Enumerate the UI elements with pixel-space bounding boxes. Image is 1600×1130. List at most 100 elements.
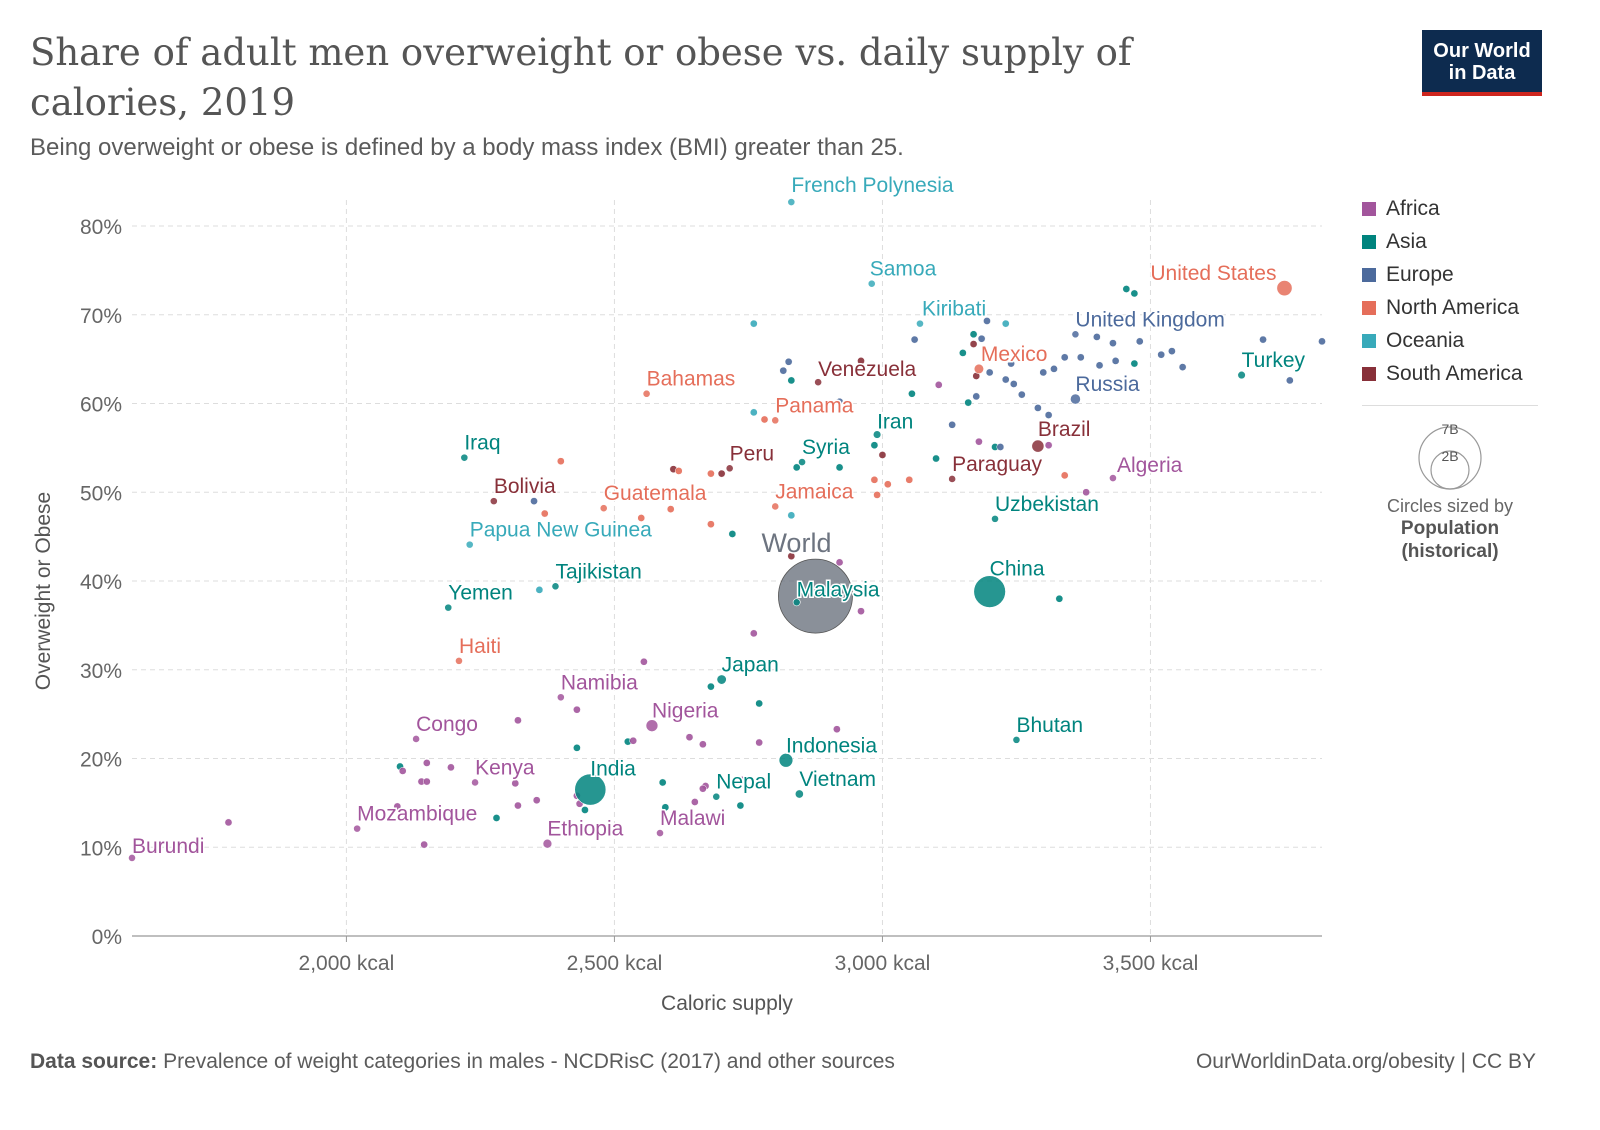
data-point[interactable] bbox=[969, 340, 978, 348]
data-point[interactable] bbox=[910, 335, 919, 344]
data-point[interactable] bbox=[784, 357, 793, 366]
data-point-nepal[interactable] bbox=[712, 792, 721, 801]
data-point[interactable] bbox=[556, 457, 565, 466]
data-point-algeria[interactable] bbox=[1109, 474, 1117, 482]
data-point[interactable] bbox=[996, 443, 1005, 451]
legend-item-south-america[interactable]: South America bbox=[1362, 357, 1582, 390]
data-point[interactable] bbox=[1076, 353, 1085, 362]
data-point-syria[interactable] bbox=[798, 458, 806, 466]
data-point[interactable] bbox=[573, 744, 581, 752]
legend-item-africa[interactable]: Africa bbox=[1362, 192, 1582, 225]
data-point[interactable] bbox=[835, 397, 844, 406]
data-point[interactable] bbox=[870, 475, 879, 484]
data-point[interactable] bbox=[535, 586, 544, 594]
data-point[interactable] bbox=[690, 798, 699, 806]
size-legend-variable[interactable]: Population (historical) bbox=[1362, 517, 1538, 563]
data-point[interactable] bbox=[1157, 350, 1166, 359]
data-point[interactable] bbox=[905, 475, 914, 484]
data-point[interactable] bbox=[985, 368, 994, 377]
data-point[interactable] bbox=[833, 725, 841, 734]
data-point-turkey[interactable] bbox=[1237, 370, 1246, 380]
data-point[interactable] bbox=[1130, 359, 1139, 368]
data-point[interactable] bbox=[959, 349, 967, 357]
data-point[interactable] bbox=[948, 420, 956, 429]
data-point[interactable] bbox=[908, 389, 916, 398]
data-point[interactable] bbox=[1050, 365, 1058, 373]
data-point[interactable] bbox=[728, 530, 737, 538]
data-point-yemen[interactable] bbox=[444, 603, 453, 612]
data-point[interactable] bbox=[666, 505, 675, 513]
data-point-vietnam[interactable] bbox=[794, 789, 804, 799]
data-point[interactable] bbox=[934, 381, 943, 389]
data-point-kenya[interactable] bbox=[471, 778, 479, 787]
data-point[interactable] bbox=[422, 759, 431, 767]
data-point-namibia[interactable] bbox=[556, 693, 565, 702]
data-point-ethiopia[interactable] bbox=[542, 838, 553, 849]
data-point-united-states[interactable] bbox=[1276, 280, 1293, 297]
data-point-bhutan[interactable] bbox=[1012, 735, 1021, 744]
data-point[interactable] bbox=[573, 705, 581, 714]
legend-item-europe[interactable]: Europe bbox=[1362, 258, 1582, 291]
data-point[interactable] bbox=[1318, 337, 1326, 346]
data-point[interactable] bbox=[787, 552, 796, 561]
data-point-china[interactable] bbox=[973, 575, 1006, 608]
data-point[interactable] bbox=[787, 376, 796, 385]
data-point[interactable] bbox=[857, 357, 865, 365]
data-point[interactable] bbox=[1285, 376, 1294, 385]
data-point[interactable] bbox=[532, 796, 541, 805]
data-point-japan[interactable] bbox=[716, 674, 727, 685]
data-point[interactable] bbox=[530, 497, 538, 505]
data-point-mexico[interactable] bbox=[973, 363, 985, 374]
data-point[interactable] bbox=[1259, 335, 1267, 344]
data-point[interactable] bbox=[640, 657, 648, 666]
data-point-brazil[interactable] bbox=[1031, 439, 1045, 453]
data-point[interactable] bbox=[661, 803, 670, 812]
data-point[interactable] bbox=[629, 736, 638, 745]
legend-item-asia[interactable]: Asia bbox=[1362, 225, 1582, 258]
data-point[interactable] bbox=[873, 491, 881, 499]
data-point[interactable] bbox=[658, 778, 667, 787]
data-point-samoa[interactable] bbox=[867, 279, 876, 288]
data-point[interactable] bbox=[883, 480, 892, 489]
data-point[interactable] bbox=[878, 451, 887, 459]
data-point[interactable] bbox=[514, 716, 522, 725]
data-point-iraq[interactable] bbox=[460, 453, 469, 462]
data-point[interactable] bbox=[707, 682, 715, 691]
data-point[interactable] bbox=[736, 801, 745, 810]
data-point[interactable] bbox=[398, 767, 407, 775]
data-point[interactable] bbox=[511, 779, 520, 788]
data-point[interactable] bbox=[835, 463, 844, 472]
data-point[interactable] bbox=[540, 509, 549, 518]
data-point-jamaica[interactable] bbox=[771, 502, 780, 511]
data-point[interactable] bbox=[1034, 404, 1042, 412]
data-point-haiti[interactable] bbox=[455, 656, 463, 665]
data-point[interactable] bbox=[1111, 357, 1120, 365]
data-point[interactable] bbox=[637, 514, 646, 522]
data-point[interactable] bbox=[857, 607, 865, 616]
data-point[interactable] bbox=[1009, 380, 1018, 388]
data-point[interactable] bbox=[420, 840, 428, 849]
data-point[interactable] bbox=[755, 738, 764, 747]
data-point[interactable] bbox=[1109, 339, 1117, 347]
data-point[interactable] bbox=[224, 818, 233, 827]
data-point-panama[interactable] bbox=[771, 416, 780, 425]
data-point[interactable] bbox=[964, 398, 973, 407]
data-source-text[interactable]: Prevalence of weight categories in males… bbox=[163, 1050, 895, 1073]
data-point[interactable] bbox=[749, 319, 758, 328]
data-point-iran[interactable] bbox=[872, 430, 882, 439]
data-point[interactable] bbox=[674, 467, 683, 475]
data-point[interactable] bbox=[870, 441, 879, 450]
data-point[interactable] bbox=[835, 558, 844, 567]
data-point[interactable] bbox=[760, 415, 769, 424]
data-point-venezuela[interactable] bbox=[814, 378, 823, 387]
data-point[interactable] bbox=[969, 330, 978, 339]
data-point[interactable] bbox=[1168, 347, 1176, 355]
data-point-peru[interactable] bbox=[725, 464, 734, 473]
data-point-congo[interactable] bbox=[412, 735, 420, 743]
data-point[interactable] bbox=[707, 520, 715, 529]
data-point[interactable] bbox=[514, 801, 522, 810]
owid-logo[interactable]: Our World in Data bbox=[1422, 30, 1542, 96]
data-point[interactable] bbox=[422, 777, 431, 786]
data-point[interactable] bbox=[792, 463, 801, 472]
data-point[interactable] bbox=[1082, 488, 1090, 497]
